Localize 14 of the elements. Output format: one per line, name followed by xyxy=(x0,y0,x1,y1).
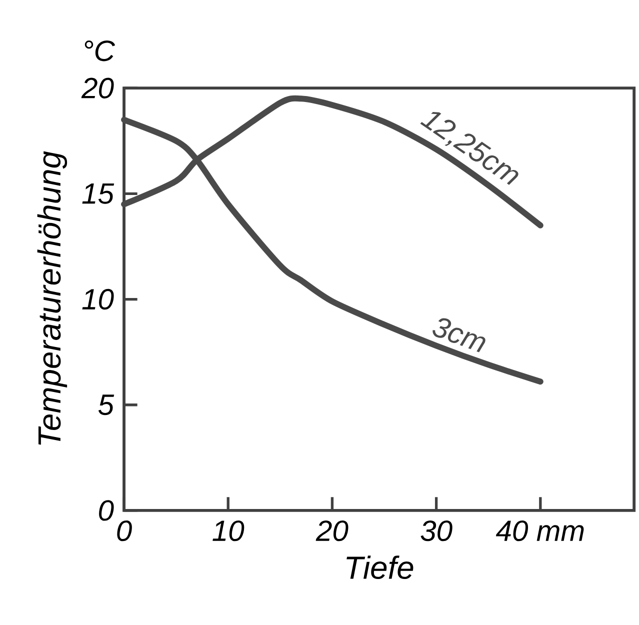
x-tick-label: 40 mm xyxy=(496,520,584,541)
y-tick-label: 10 xyxy=(82,288,114,310)
x-tick-label: 20 xyxy=(316,520,348,541)
y-tick-label: 20 xyxy=(81,78,114,98)
x-axis-title: Tiefe xyxy=(346,555,414,579)
y-tick-label: 15 xyxy=(82,183,114,204)
x-tick-label: 0 xyxy=(117,520,132,541)
y-tick-label: 5 xyxy=(98,394,114,415)
text: 3cm xyxy=(432,318,486,352)
x-tick-label: 10 xyxy=(212,520,244,541)
y-axis-title: Temperaturerhöhung xyxy=(37,151,68,445)
text: °C xyxy=(84,40,116,62)
x-tick-label: 30 xyxy=(420,520,452,541)
y-tick-label: 0 xyxy=(99,500,114,521)
